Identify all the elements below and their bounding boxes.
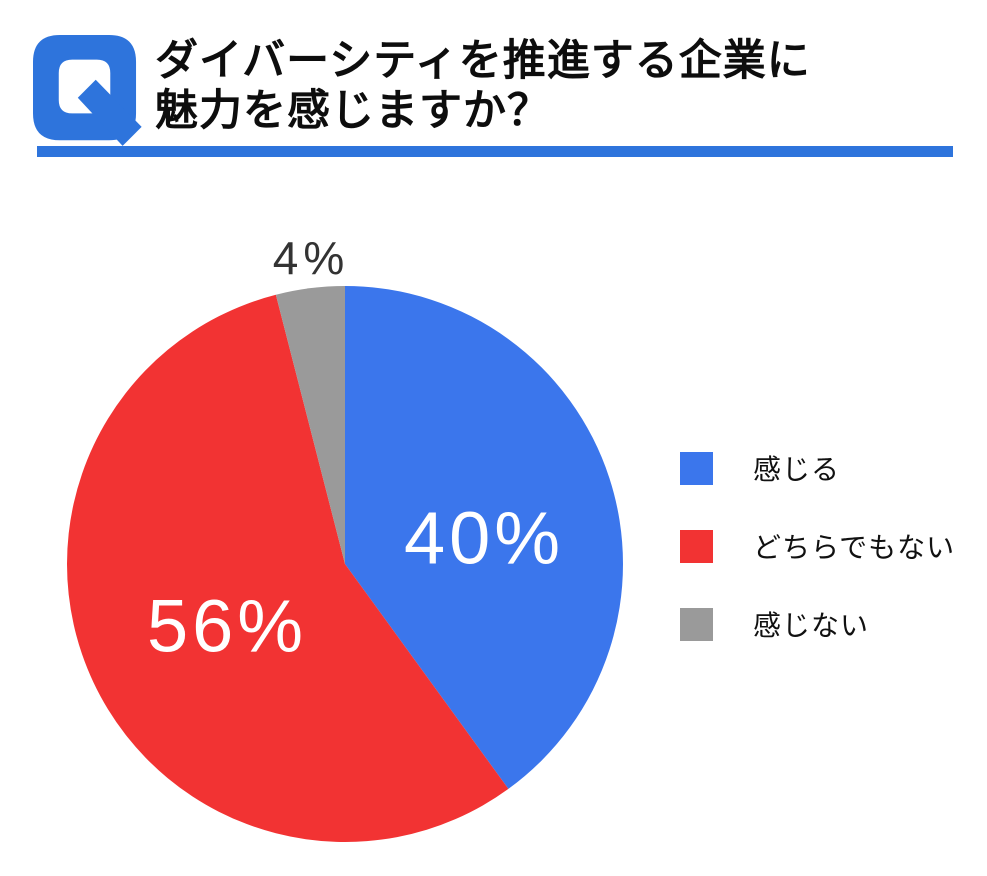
title-underline-bar bbox=[37, 146, 953, 157]
legend-label-feel: 感じる bbox=[753, 454, 841, 485]
legend-item-feel: 感じる bbox=[680, 448, 955, 488]
legend-swatch-red-icon bbox=[680, 529, 713, 563]
slice-value-label-feel: 40% bbox=[403, 496, 565, 580]
pie-slices bbox=[67, 286, 623, 842]
question-title: ダイバーシティを推進する企業に 魅力を感じますか？ bbox=[155, 36, 811, 136]
q-letter-icon bbox=[33, 35, 142, 146]
question-title-line2: 魅力を感じますか？ bbox=[155, 87, 551, 135]
pie-chart-svg bbox=[67, 286, 623, 842]
pie-chart bbox=[67, 286, 623, 842]
legend-item-neither: どちらでもない bbox=[680, 526, 955, 566]
slice-value-label-notfeel: 4% bbox=[272, 232, 350, 284]
slice-value-label-neither: 56% bbox=[146, 584, 308, 668]
legend-swatch-blue-icon bbox=[680, 451, 713, 485]
question-title-line1: ダイバーシティを推進する企業に bbox=[155, 37, 811, 85]
legend-swatch-gray-icon bbox=[680, 607, 713, 641]
legend-label-notfeel: 感じない bbox=[753, 610, 870, 641]
question-logo bbox=[33, 34, 145, 148]
chart-legend: 感じる どちらでもない 感じない bbox=[680, 448, 955, 644]
legend-item-notfeel: 感じない bbox=[680, 604, 955, 644]
legend-label-neither: どちらでもない bbox=[753, 532, 956, 563]
